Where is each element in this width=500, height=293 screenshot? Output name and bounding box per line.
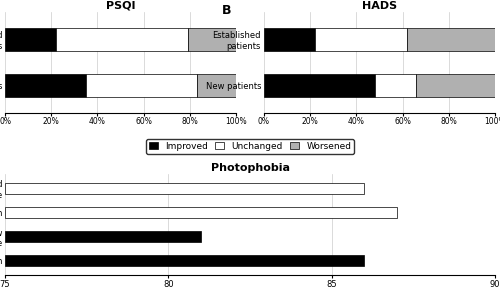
Text: B: B: [222, 4, 232, 17]
Title: Photophobia: Photophobia: [210, 163, 290, 173]
Bar: [407, 28, 495, 51]
Bar: [5, 207, 397, 218]
Bar: [56, 28, 188, 51]
Bar: [5, 74, 86, 97]
Bar: [264, 28, 314, 51]
Bar: [5, 28, 56, 51]
Title: HADS: HADS: [362, 1, 397, 11]
Bar: [5, 231, 201, 242]
Bar: [314, 28, 407, 51]
Bar: [264, 74, 375, 97]
Bar: [197, 74, 236, 97]
Legend: Improved, Unchanged, Worsened: Improved, Unchanged, Worsened: [146, 139, 354, 154]
Title: PSQI: PSQI: [106, 1, 136, 11]
Bar: [375, 74, 416, 97]
Bar: [86, 74, 197, 97]
Bar: [188, 28, 236, 51]
Bar: [416, 74, 495, 97]
Bar: [5, 183, 364, 194]
Bar: [5, 255, 364, 266]
